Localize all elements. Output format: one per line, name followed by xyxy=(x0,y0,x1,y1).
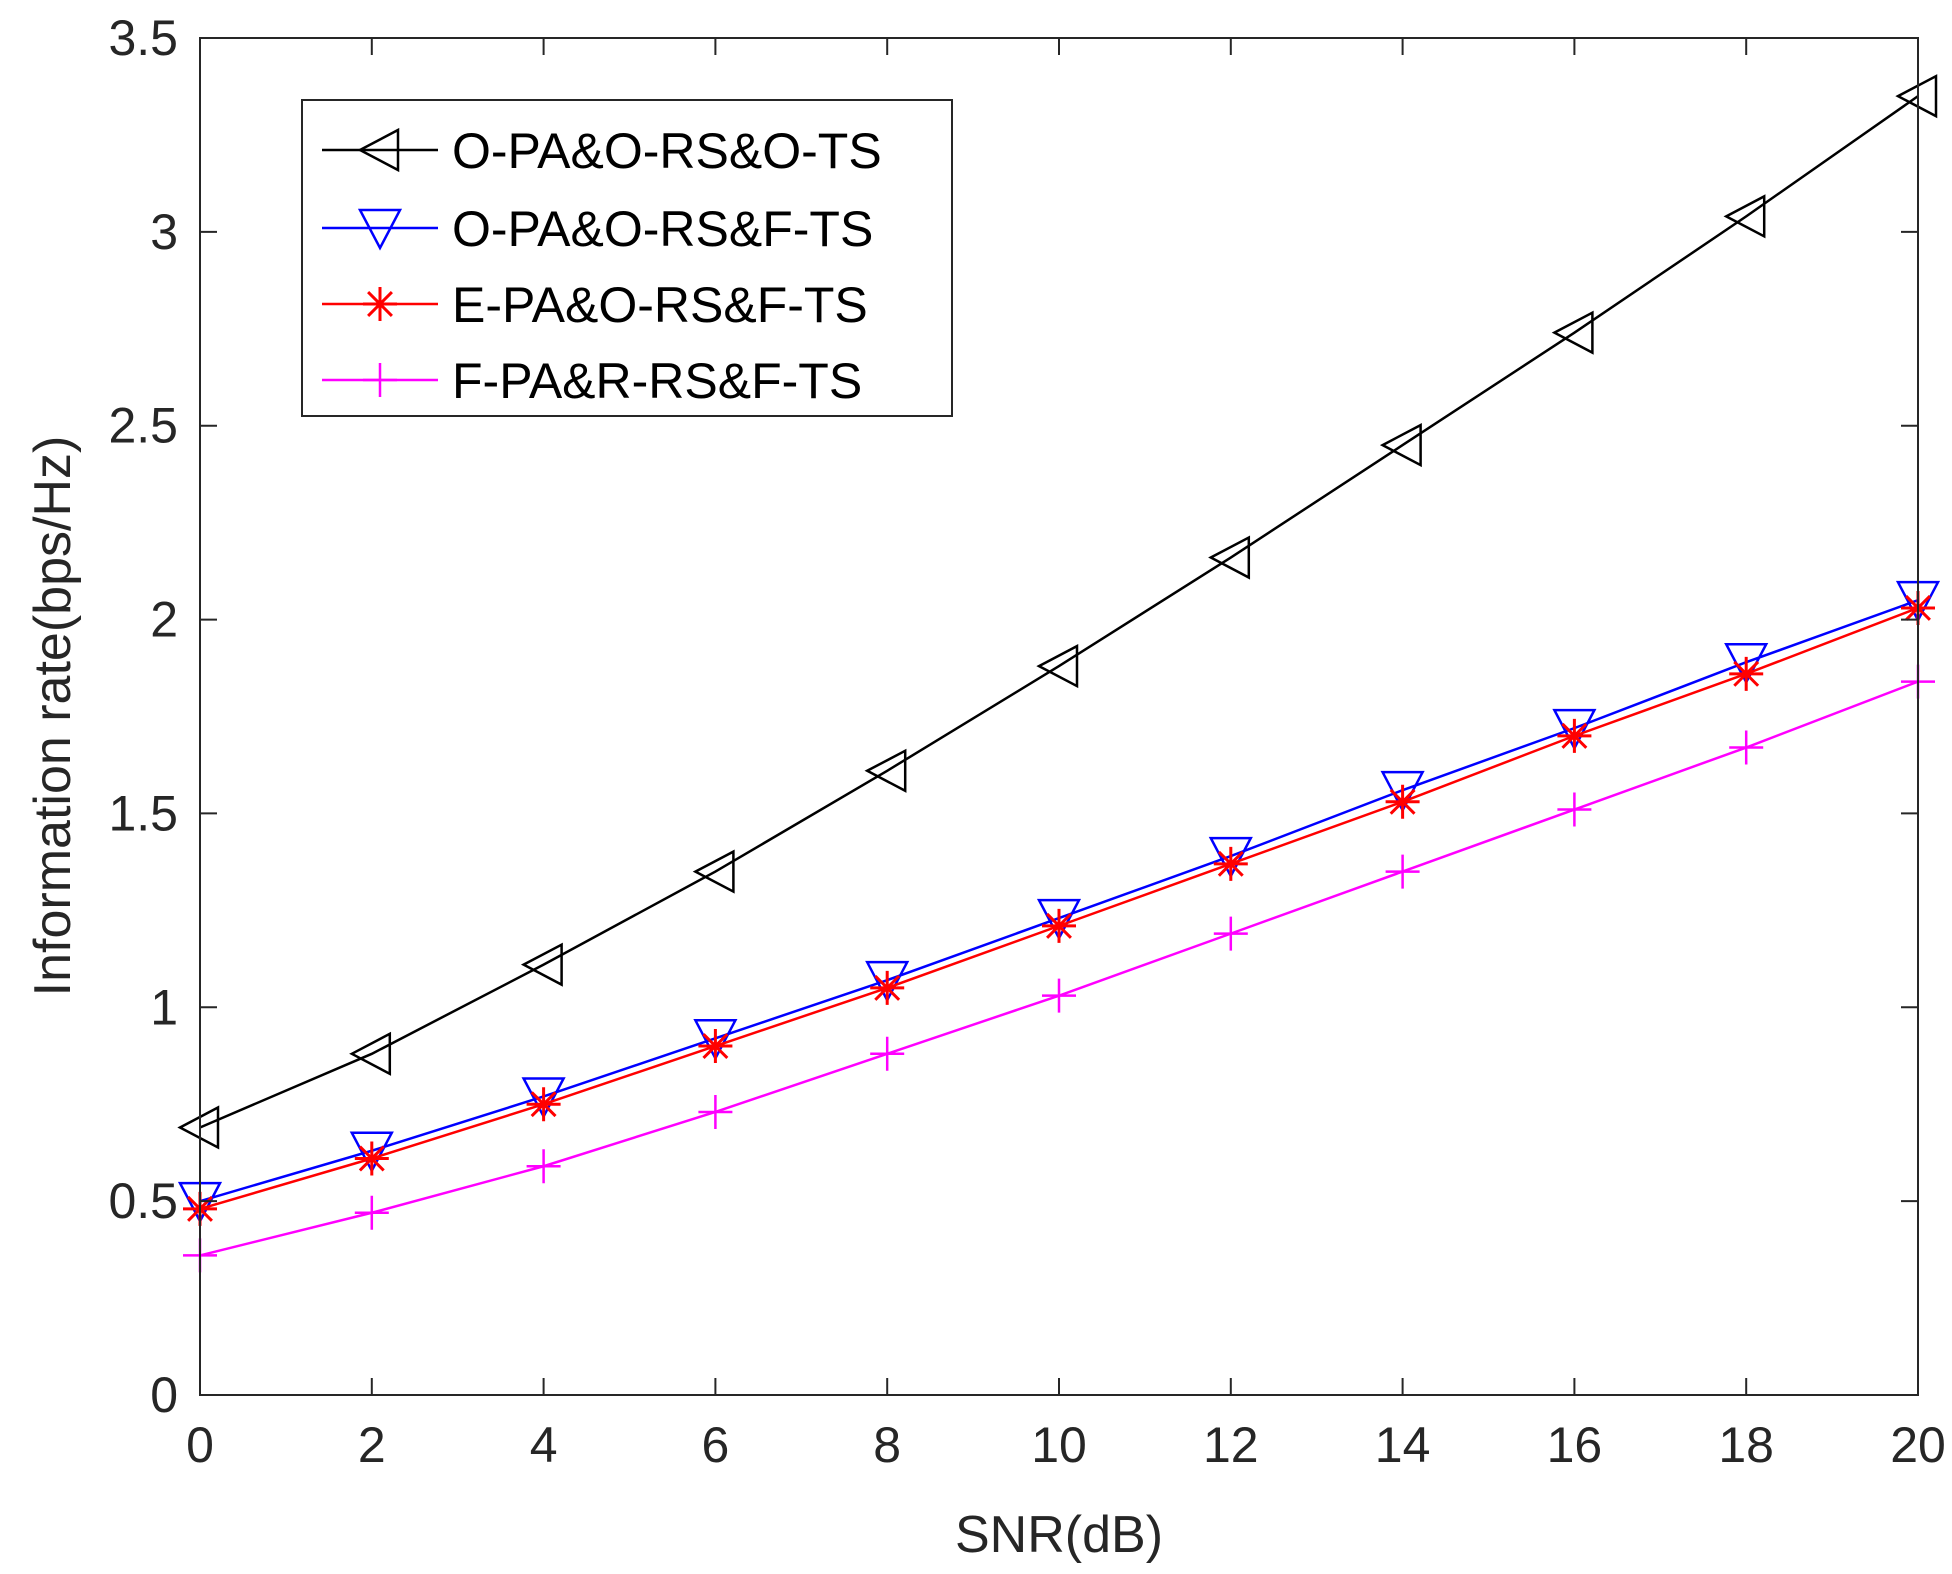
x-tick-label: 18 xyxy=(1718,1417,1774,1473)
legend-label: O-PA&O-RS&F-TS xyxy=(452,201,873,257)
legend-entry: E-PA&O-RS&F-TS xyxy=(322,277,868,333)
legend-marker xyxy=(363,363,397,397)
data-point xyxy=(1723,194,1766,239)
x-tick-label: 8 xyxy=(873,1417,901,1473)
y-tick-label: 3.5 xyxy=(108,10,178,66)
data-point xyxy=(354,1195,389,1230)
x-tick-label: 10 xyxy=(1031,1417,1087,1473)
y-tick-label: 3 xyxy=(150,204,178,260)
data-point xyxy=(870,1036,905,1071)
data-point xyxy=(1552,708,1597,751)
legend-label: O-PA&O-RS&O-TS xyxy=(452,123,882,179)
legend-marker xyxy=(363,287,397,321)
x-tick-label: 12 xyxy=(1203,1417,1259,1473)
y-tick-label: 2.5 xyxy=(108,398,178,454)
data-point xyxy=(1557,792,1592,827)
legend-marker xyxy=(357,208,403,251)
x-axis-title: SNR(dB) xyxy=(955,1506,1163,1564)
y-axis-title: Information rate(bps/Hz) xyxy=(24,436,82,997)
legend: O-PA&O-RS&O-TS O-PA&O-RS&F-TS E-PA&O-RS&F-… xyxy=(301,99,953,417)
y-tick-label: 2 xyxy=(150,592,178,648)
data-point xyxy=(354,1141,389,1176)
y-tick-label: 0 xyxy=(150,1367,178,1423)
data-point xyxy=(698,1029,733,1064)
data-point xyxy=(1208,836,1253,879)
legend-label: E-PA&O-RS&F-TS xyxy=(452,277,868,333)
data-point xyxy=(1036,644,1079,689)
series-1 xyxy=(177,74,1938,1150)
data-point xyxy=(1385,854,1420,889)
data-point xyxy=(693,1019,738,1061)
legend-entry: F-PA&R-RS&F-TS xyxy=(322,353,862,409)
data-point xyxy=(349,1131,394,1174)
data-point xyxy=(1379,423,1422,468)
plot-frame xyxy=(199,37,1919,1396)
y-tick-label: 0.5 xyxy=(108,1173,178,1229)
legend-entry: O-PA&O-RS&O-TS xyxy=(322,123,882,179)
data-point xyxy=(865,960,910,1003)
y-tick-label: 1 xyxy=(150,979,178,1035)
x-tick-label: 2 xyxy=(358,1417,386,1473)
y-tick-label: 1.5 xyxy=(108,785,178,841)
x-tick-label: 14 xyxy=(1375,1417,1431,1473)
data-point xyxy=(1042,978,1076,1013)
legend-label: F-PA&R-RS&F-TS xyxy=(452,353,862,409)
data-point xyxy=(870,970,905,1005)
data-point xyxy=(521,1077,566,1120)
x-tick-label: 20 xyxy=(1890,1417,1946,1473)
data-point xyxy=(526,1149,561,1184)
x-tick-label: 16 xyxy=(1547,1417,1603,1473)
data-point xyxy=(1729,730,1764,765)
ticks-layer: 0 2 4 6 8 10 12 14 16 18 20 0 0.5 1 1.5 2 2.5 3 3.5 xyxy=(108,10,1945,1473)
legend-entry: O-PA&O-RS&F-TS xyxy=(322,201,873,257)
data-point xyxy=(692,849,735,894)
data-point xyxy=(1557,718,1592,753)
data-point xyxy=(864,748,907,793)
x-tick-label: 0 xyxy=(186,1417,214,1473)
data-point xyxy=(1729,656,1764,691)
data-point xyxy=(1208,535,1251,580)
data-point xyxy=(698,1094,733,1129)
data-point xyxy=(520,942,563,987)
legend-entries: O-PA&O-RS&O-TS O-PA&O-RS&F-TS E-PA&O-RS&F-… xyxy=(322,123,882,409)
data-point xyxy=(349,1031,392,1076)
data-point xyxy=(526,1087,561,1122)
data-point xyxy=(1036,898,1082,941)
data-point xyxy=(1042,908,1076,943)
data-point xyxy=(1551,310,1594,355)
x-tick-label: 6 xyxy=(701,1417,729,1473)
data-point xyxy=(1385,784,1420,819)
data-point xyxy=(1213,846,1248,881)
x-tick-label: 4 xyxy=(530,1417,558,1473)
legend-marker xyxy=(357,127,400,173)
legend-box xyxy=(301,99,953,417)
series-line xyxy=(199,95,1919,1129)
series-layer xyxy=(177,74,1941,1273)
data-point xyxy=(1213,916,1248,951)
